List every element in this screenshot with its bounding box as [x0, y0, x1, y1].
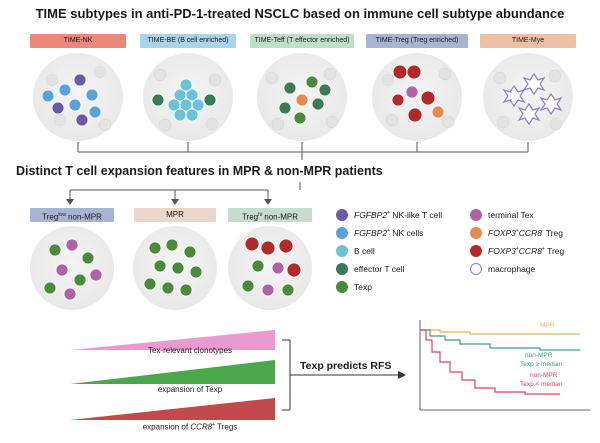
tag-label: TIME-Teff (T effector enriched) — [254, 37, 350, 44]
label-part: Tregs — [215, 422, 238, 432]
legend-macrophage: macrophage — [470, 260, 595, 278]
legend-label: NK-like T cell — [389, 210, 443, 220]
legend-italic: FOXP3 — [488, 246, 516, 256]
legend-foxp3-ccr8pos-treg: FOXP3+CCR8+ Treg — [470, 242, 595, 260]
km-axes — [419, 320, 590, 411]
circle-time-treg — [372, 53, 462, 141]
tag-label: TIME-Mye — [511, 37, 545, 44]
legend-sup: + — [387, 228, 390, 235]
legend-dot — [470, 227, 482, 239]
tag-label: Treg — [241, 212, 259, 222]
tag-sup: low — [58, 212, 66, 218]
legend-label: Texp — [354, 282, 372, 292]
km-label-nonmpr-lo: non-MPR — [530, 372, 558, 379]
label-expansion-ccr8: expansion of CCR8+ Tregs — [105, 422, 275, 432]
legend-italic: FGFBP2 — [354, 228, 388, 238]
tag-label: Treg — [42, 212, 59, 222]
rfs-arrow — [398, 371, 406, 379]
tag-label: TIME-NK — [63, 37, 93, 44]
circle-mpr — [133, 226, 217, 310]
label-part: expansion of — [142, 422, 191, 432]
km-curve-texp-lo — [420, 329, 560, 395]
rfs-label: Texp predicts RFS — [300, 360, 392, 372]
tag-time-be: TIME-BE (B cell enriched) — [140, 34, 236, 48]
tag-treg-hi: Treghi non-MPR — [228, 208, 312, 222]
legend-label: terminal Tex — [488, 210, 534, 220]
circle-treg-hi — [228, 226, 312, 310]
km-curve-texp-hi — [420, 329, 580, 351]
main-title: TIME subtypes in anti-PD-1-treated NSCLC… — [35, 6, 565, 21]
circle-time-teff — [257, 53, 347, 141]
legend-dot — [470, 245, 482, 257]
legend-dot — [470, 209, 482, 221]
legend-sup: + — [541, 246, 545, 253]
circle-time-mye — [483, 53, 573, 141]
triangle-tex-clonotypes — [70, 330, 275, 350]
tag-sup: hi — [258, 212, 263, 218]
tag-label: TIME-BE (B cell enriched) — [147, 37, 229, 44]
legend-italic: FOXP3 — [488, 228, 516, 238]
tag-time-treg: TIME-Treg (Treg enriched) — [366, 34, 468, 48]
km-curve-mpr — [420, 329, 580, 335]
tag-label: TIME-Treg (Treg enriched) — [375, 37, 459, 44]
label-italic: CCR8 — [190, 422, 213, 432]
tag-mpr: MPR — [134, 208, 216, 222]
legend-sup: + — [515, 246, 519, 253]
legend-col1: FGFBP2+ NK-like T cell FGFBP2+ NK cells … — [336, 206, 476, 296]
legend-label: Treg — [544, 246, 565, 256]
tag-time-mye: TIME-Mye — [480, 34, 576, 48]
legend-col2: terminal Tex FOXP3+CCR8- Treg FOXP3+CCR8… — [470, 206, 595, 278]
legend-italic: FGFBP2 — [354, 210, 388, 220]
circle-time-be — [143, 53, 233, 141]
tag-time-nk: TIME-NK — [30, 34, 126, 48]
tag-label-rest: non-MPR — [262, 212, 299, 222]
middle-connector — [69, 182, 301, 200]
legend-italic: CCR8 — [518, 228, 542, 238]
rfs-bracket — [282, 339, 400, 411]
km-label-nonmpr-hi: non-MPR — [525, 352, 553, 359]
legend-sup: + — [387, 210, 390, 217]
km-label-mpr: MPR — [540, 322, 555, 329]
triangle-ccr8-tregs — [70, 398, 275, 420]
circle-time-nk — [33, 53, 123, 141]
legend-foxp3-ccr8neg-treg: FOXP3+CCR8- Treg — [470, 224, 595, 242]
legend-b-cell: B cell — [336, 242, 476, 260]
legend-label: NK cells — [389, 228, 424, 238]
label-tex-clonotypes: Tex-relevant clonotypes — [147, 346, 233, 355]
tag-label: MPR — [166, 210, 184, 219]
tag-label-rest: non-MPR — [65, 212, 102, 222]
legend-dot — [336, 209, 348, 221]
km-label-texp-hi: Texp ≥ median — [520, 361, 563, 368]
label-expansion-texp: expansion of Texp — [157, 385, 223, 394]
top-connector — [77, 142, 529, 160]
legend-nk-cells: FGFBP2+ NK cells — [336, 224, 476, 242]
legend-label: Treg — [543, 228, 563, 238]
triangle-texp — [70, 360, 275, 384]
legend-italic: CCR8 — [518, 246, 542, 256]
legend-label: B cell — [354, 246, 375, 256]
circle-treg-low — [30, 226, 114, 310]
arrow-heads — [66, 199, 272, 205]
legend-nk-like-t: FGFBP2+ NK-like T cell — [336, 206, 476, 224]
km-label-texp-lo: Texp < median — [520, 381, 563, 388]
legend-dot — [336, 263, 348, 275]
legend-dot — [336, 227, 348, 239]
legend-label: macrophage — [488, 264, 536, 274]
tag-time-teff: TIME-Teff (T effector enriched) — [250, 34, 354, 48]
legend-label: effector T cell — [354, 264, 405, 274]
legend-dot — [336, 281, 348, 293]
legend-sup: - — [541, 228, 544, 235]
legend-dot — [336, 245, 348, 257]
legend-terminal-tex: terminal Tex — [470, 206, 595, 224]
section2-title: Distinct T cell expansion features in MP… — [16, 164, 383, 178]
legend-dot — [470, 263, 482, 275]
label-sup: + — [212, 422, 216, 428]
legend-sup: + — [515, 228, 519, 235]
legend-texp: Texp — [336, 278, 476, 296]
tag-treg-low: Treglow non-MPR — [30, 208, 114, 222]
legend-effector-t: effector T cell — [336, 260, 476, 278]
